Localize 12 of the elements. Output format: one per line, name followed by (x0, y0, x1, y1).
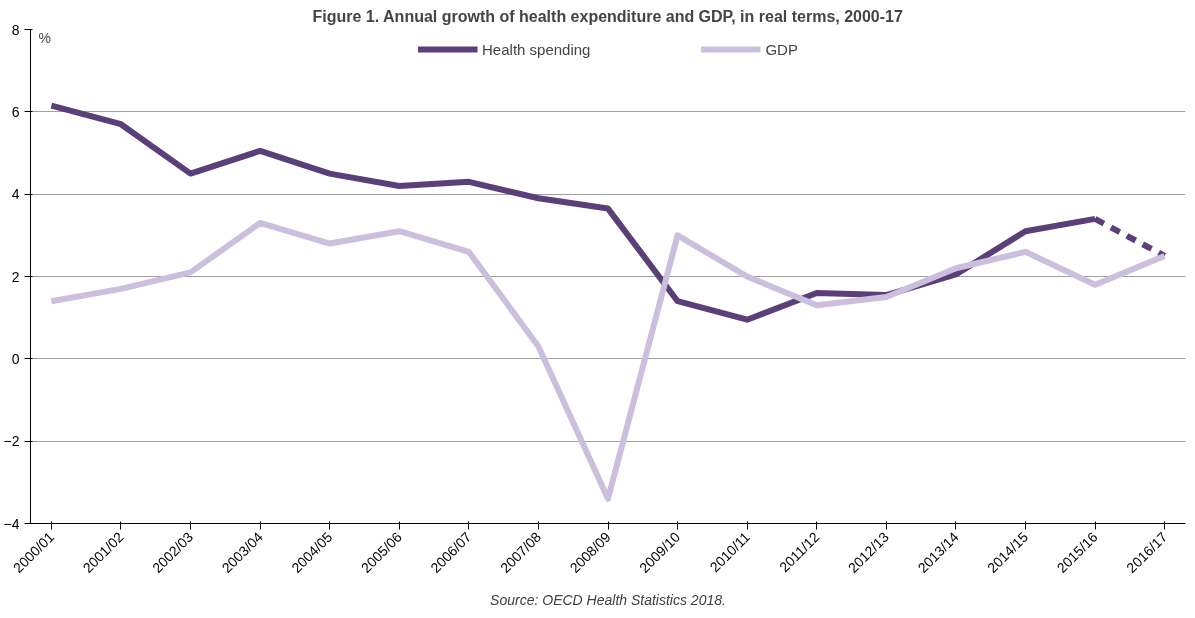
y-tick-label: 8 (11, 21, 20, 38)
y-axis-title: % (38, 29, 51, 46)
y-tick-label: −4 (3, 515, 20, 532)
y-tick-label: 6 (11, 103, 20, 120)
y-tick-label: 0 (11, 350, 20, 367)
y-tick-label: 2 (11, 268, 20, 285)
source-note: Source: OECD Health Statistics 2018. (490, 591, 726, 608)
y-tick-label: −2 (3, 433, 20, 450)
legend-label: Health spending (482, 40, 591, 58)
chart-title: Figure 1. Annual growth of health expenditure and GDP, in real terms, 2000-17 (312, 7, 903, 25)
y-tick-label: 4 (11, 186, 20, 203)
legend-label: GDP (765, 40, 798, 58)
